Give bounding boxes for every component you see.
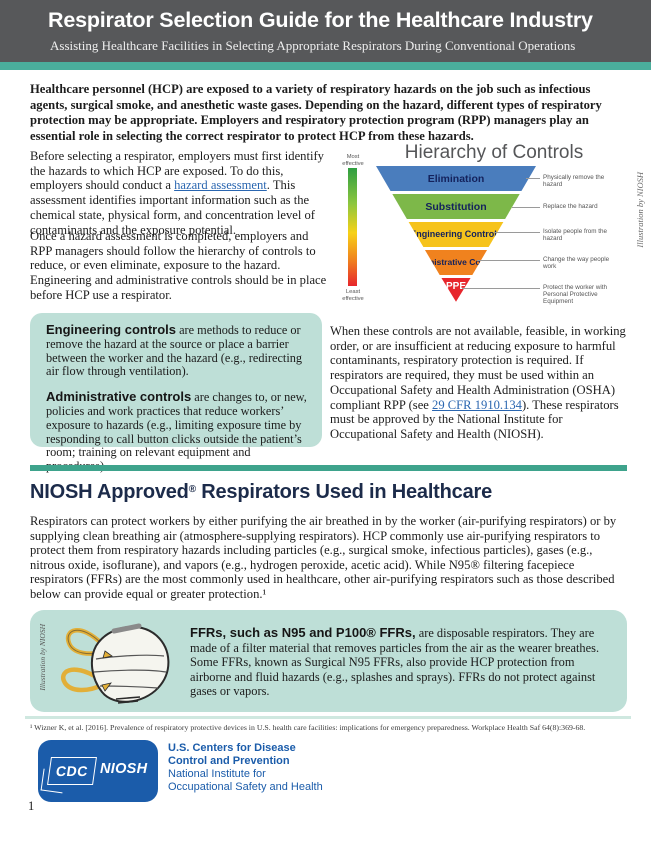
callout-elimination: Physically remove the hazard <box>526 174 621 188</box>
pyramid-level-ppe: PPE <box>441 278 471 302</box>
callout-text: Isolate people from the hazard <box>543 228 608 242</box>
callout-text: Replace the hazard <box>543 203 598 210</box>
engineering-controls-definition: Engineering controls are methods to redu… <box>46 323 308 379</box>
callout-connector-line <box>526 178 540 179</box>
callout-text: Change the way people work <box>543 256 610 270</box>
agency-name-block: U.S. Centers for Disease Control and Pre… <box>168 742 323 794</box>
diagram-title: Hierarchy of Controls <box>404 142 584 163</box>
controls-definition-box: Engineering controls are methods to redu… <box>30 313 322 473</box>
cdc-niosh-logo: CDC NIOSH <box>38 740 158 802</box>
callout-connector-line <box>512 207 540 208</box>
callout-text: Protect the worker with Personal Protect… <box>543 284 608 305</box>
section-divider-bar <box>30 465 627 471</box>
ffr-description: FFRs, such as N95 and P100® FFRs, are di… <box>190 625 612 699</box>
section-heading: NIOSH Approved® Respirators Used in Heal… <box>30 481 492 504</box>
engineering-controls-lead: Engineering controls <box>46 322 177 337</box>
cfr-1910-134-link[interactable]: 29 CFR 1910.134 <box>432 397 522 412</box>
ffr-lead: FFRs, such as N95 and P100® FFRs, <box>190 625 416 640</box>
administrative-controls-definition: Administrative controls are changes to, … <box>46 390 308 474</box>
least-effective-label: Least effective <box>342 289 364 302</box>
page-title: Respirator Selection Guide for the Healt… <box>48 8 593 32</box>
pyramid-level-engineering-controls: Engineering Controls <box>408 222 504 247</box>
ffr-body-text: are disposable respirators. They are mad… <box>190 626 600 699</box>
pyramid-level-elimination: Elimination <box>376 166 536 191</box>
pyramid-level-administrative-controls: Administrative Controls <box>424 250 488 275</box>
heading-text: Respirators Used in Healthcare <box>195 481 493 503</box>
hierarchy-paragraph: Once a hazard assessment is completed, e… <box>30 229 327 302</box>
callout-engineering: Isolate people from the hazard <box>494 228 621 242</box>
hazard-assessment-paragraph: Before selecting a respirator, employers… <box>30 149 332 237</box>
mask-illustration-credit: Illustration by NIOSH <box>38 624 47 691</box>
diagram-credit: Illustration by NIOSH <box>635 172 645 248</box>
callout-connector-line <box>462 288 540 289</box>
paragraph-text: ). These respirators must be approved by… <box>330 397 619 441</box>
hazard-assessment-link[interactable]: hazard assessment <box>174 178 267 193</box>
registered-mark: ® <box>188 484 196 495</box>
cdc-logo-icon: CDC <box>47 757 97 785</box>
most-effective-label: Most effective <box>342 154 364 167</box>
agency-line: National Institute for <box>168 768 266 780</box>
paragraph-text: . This assessment identifies important i… <box>30 178 315 237</box>
callout-text: Physically remove the hazard <box>543 174 605 188</box>
agency-line: Occupational Safety and Health <box>168 781 323 793</box>
osha-rpp-paragraph: When these controls are not available, f… <box>330 324 630 442</box>
footnote-divider <box>25 716 631 719</box>
effectiveness-gradient-bar <box>348 168 357 286</box>
callout-connector-line <box>477 260 540 261</box>
respirator-mask-illustration <box>61 623 170 704</box>
paragraph-text: When these controls are not available, f… <box>330 324 626 412</box>
niosh-wordmark: NIOSH <box>100 761 148 777</box>
callout-ppe: Protect the worker with Personal Protect… <box>462 284 621 305</box>
respirator-types-paragraph: Respirators can protect workers by eithe… <box>30 514 617 601</box>
pyramid-level-substitution: Substitution <box>392 194 520 219</box>
callout-connector-line <box>494 232 540 233</box>
agency-line: U.S. Centers for Disease <box>168 742 296 754</box>
hierarchy-of-controls-diagram: Hierarchy of Controls Most effective Lea… <box>336 142 645 312</box>
heading-text: NIOSH Approved <box>30 481 189 503</box>
paragraph-text: Before selecting a respirator, employers… <box>30 149 324 193</box>
agency-line: Control and Prevention <box>168 755 290 767</box>
callout-substitution: Replace the hazard <box>512 203 621 210</box>
administrative-controls-lead: Administrative controls <box>46 389 192 405</box>
ffr-info-box: Illustration by NIOSH FFRs, such as N95 … <box>30 610 627 712</box>
footnote-citation: ¹ Wizner K, et al. [2016]. Prevalence of… <box>30 723 586 732</box>
callout-administrative: Change the way people work <box>477 256 621 270</box>
page-number: 1 <box>28 799 35 813</box>
intro-paragraph: Healthcare personnel (HCP) are exposed t… <box>30 82 602 143</box>
definition-text: are methods to reduce or remove the haza… <box>46 323 303 379</box>
page-subtitle: Assisting Healthcare Facilities in Selec… <box>50 38 576 53</box>
inverted-pyramid: Elimination Substitution Engineering Con… <box>376 166 536 306</box>
header-accent-bar <box>0 62 651 70</box>
header-band: Respirator Selection Guide for the Healt… <box>0 0 651 62</box>
definition-text: are changes to, or new, policies and wor… <box>46 390 307 473</box>
